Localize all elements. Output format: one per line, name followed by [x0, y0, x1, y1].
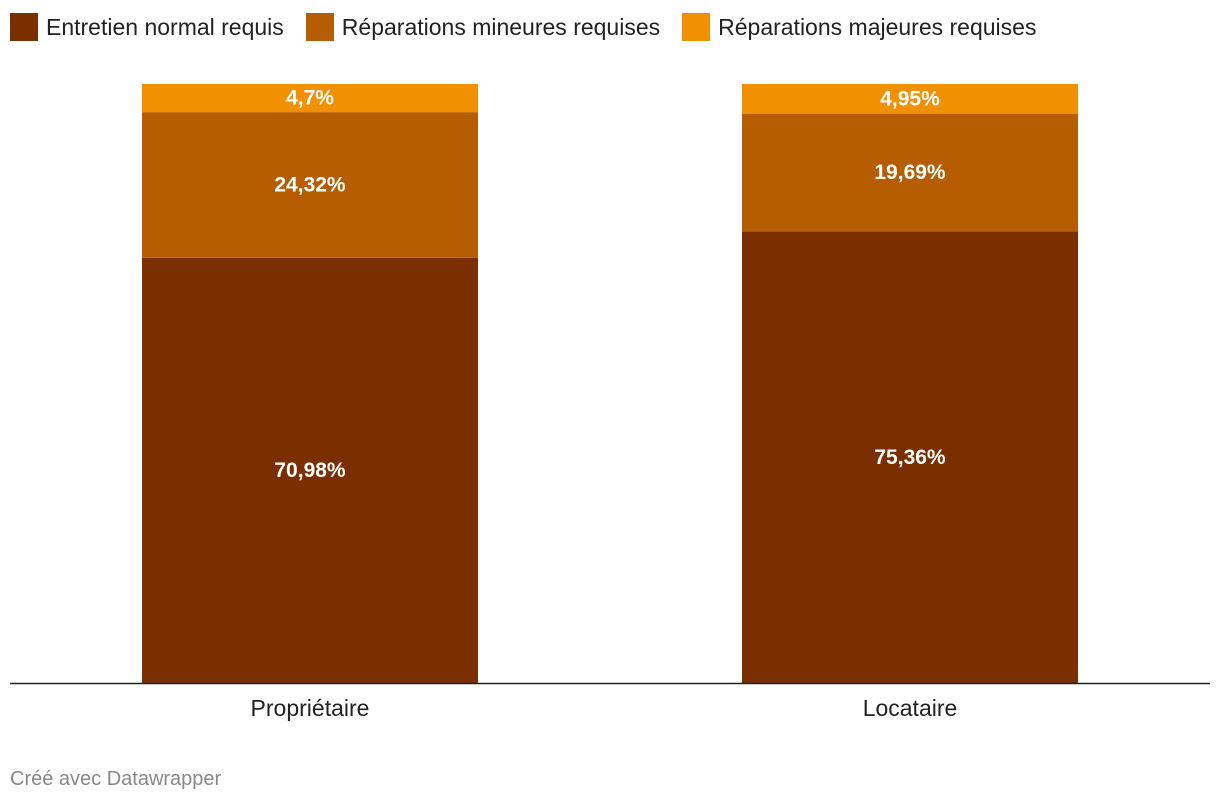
legend-item-reparations-mineures: Réparations mineures requises — [305, 13, 661, 41]
bar-label-proprietaire-entretien-normal-requis: 70,98% — [274, 459, 346, 482]
bar-label-locataire-entretien-normal-requis: 75,36% — [874, 446, 946, 469]
bar-locataire-entretien-normal-requis — [742, 231, 1078, 683]
legend: Entretien normal requis Réparations mine… — [10, 12, 1058, 42]
legend-item-entretien-normal: Entretien normal requis — [10, 13, 284, 41]
x-tick-label-locataire: Locataire — [863, 695, 958, 721]
legend-item-reparations-majeures: Réparations majeures requises — [682, 13, 1036, 41]
legend-swatch-reparations-majeures — [682, 13, 711, 41]
legend-label-entretien-normal: Entretien normal requis — [46, 13, 284, 40]
credit-text: Créé avec Datawrapper — [10, 768, 222, 790]
bar-locataire-reparations-mineures-requises — [742, 113, 1078, 232]
bar-label-locataire-reparations-mineures-requises: 19,69% — [874, 161, 946, 184]
bar-locataire-reparations-majeures-requises — [742, 84, 1078, 114]
bar-proprietaire-reparations-majeures-requises — [142, 84, 478, 113]
bar-proprietaire-reparations-mineures-requises — [142, 112, 478, 258]
x-tick-label-proprietaire: Propriétaire — [251, 695, 370, 721]
bar-label-proprietaire-reparations-mineures-requises: 24,32% — [274, 173, 346, 196]
bar-label-locataire-reparations-majeures-requises: 4,95% — [880, 87, 940, 110]
legend-label-reparations-majeures: Réparations majeures requises — [718, 13, 1037, 40]
legend-swatch-entretien-normal — [10, 13, 38, 41]
bar-proprietaire-entretien-normal-requis — [142, 257, 478, 683]
legend-label-reparations-mineures: Réparations mineures requises — [341, 13, 661, 40]
legend-swatch-reparations-mineures — [305, 13, 334, 41]
bar-label-proprietaire-reparations-majeures-requises: 4,7% — [286, 87, 334, 110]
